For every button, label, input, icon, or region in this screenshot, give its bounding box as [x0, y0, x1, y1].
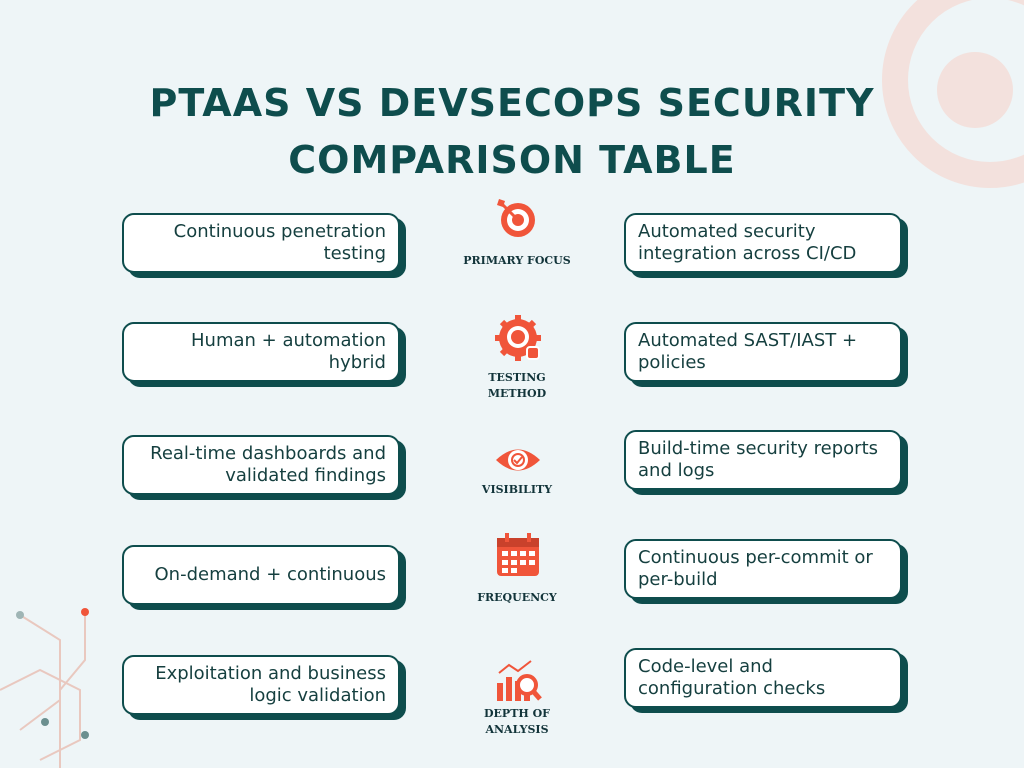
criterion-icon [497, 660, 542, 701]
criterion-label: DEPTH OF ANALYSIS [484, 707, 550, 736]
criterion-label: PRIMARY FOCUS [463, 254, 571, 267]
criterion-icon [496, 449, 540, 471]
criterion-label: FREQUENCY [477, 591, 557, 604]
criterion-icon [495, 315, 541, 361]
devsecops-cell: Automated security integration across CI… [624, 213, 902, 273]
devsecops-cell: Code-level and configuration checks [624, 648, 902, 708]
devsecops-cell: Automated SAST/IAST + policies [624, 322, 902, 382]
title-line: COMPARISON TABLE [288, 138, 736, 182]
ptaas-cell: Human + automation hybrid [122, 322, 400, 382]
ptaas-cell: Real-time dashboards and validated findi… [122, 435, 400, 495]
criterion-label: TESTING METHOD [487, 371, 547, 400]
devsecops-cell: Build-time security reports and logs [624, 430, 902, 490]
criterion-icon [497, 199, 535, 237]
ptaas-cell: Exploitation and business logic validati… [122, 655, 400, 715]
criterion-icon [497, 533, 539, 576]
criterion-label: VISIBILITY [481, 483, 553, 496]
devsecops-cell: Continuous per-commit or per-build [624, 539, 902, 599]
ptaas-cell: On-demand + continuous [122, 545, 400, 605]
ptaas-cell: Continuous penetration testing [122, 213, 400, 273]
title-line: PTAAS VS DEVSECOPS SECURITY [149, 81, 875, 125]
